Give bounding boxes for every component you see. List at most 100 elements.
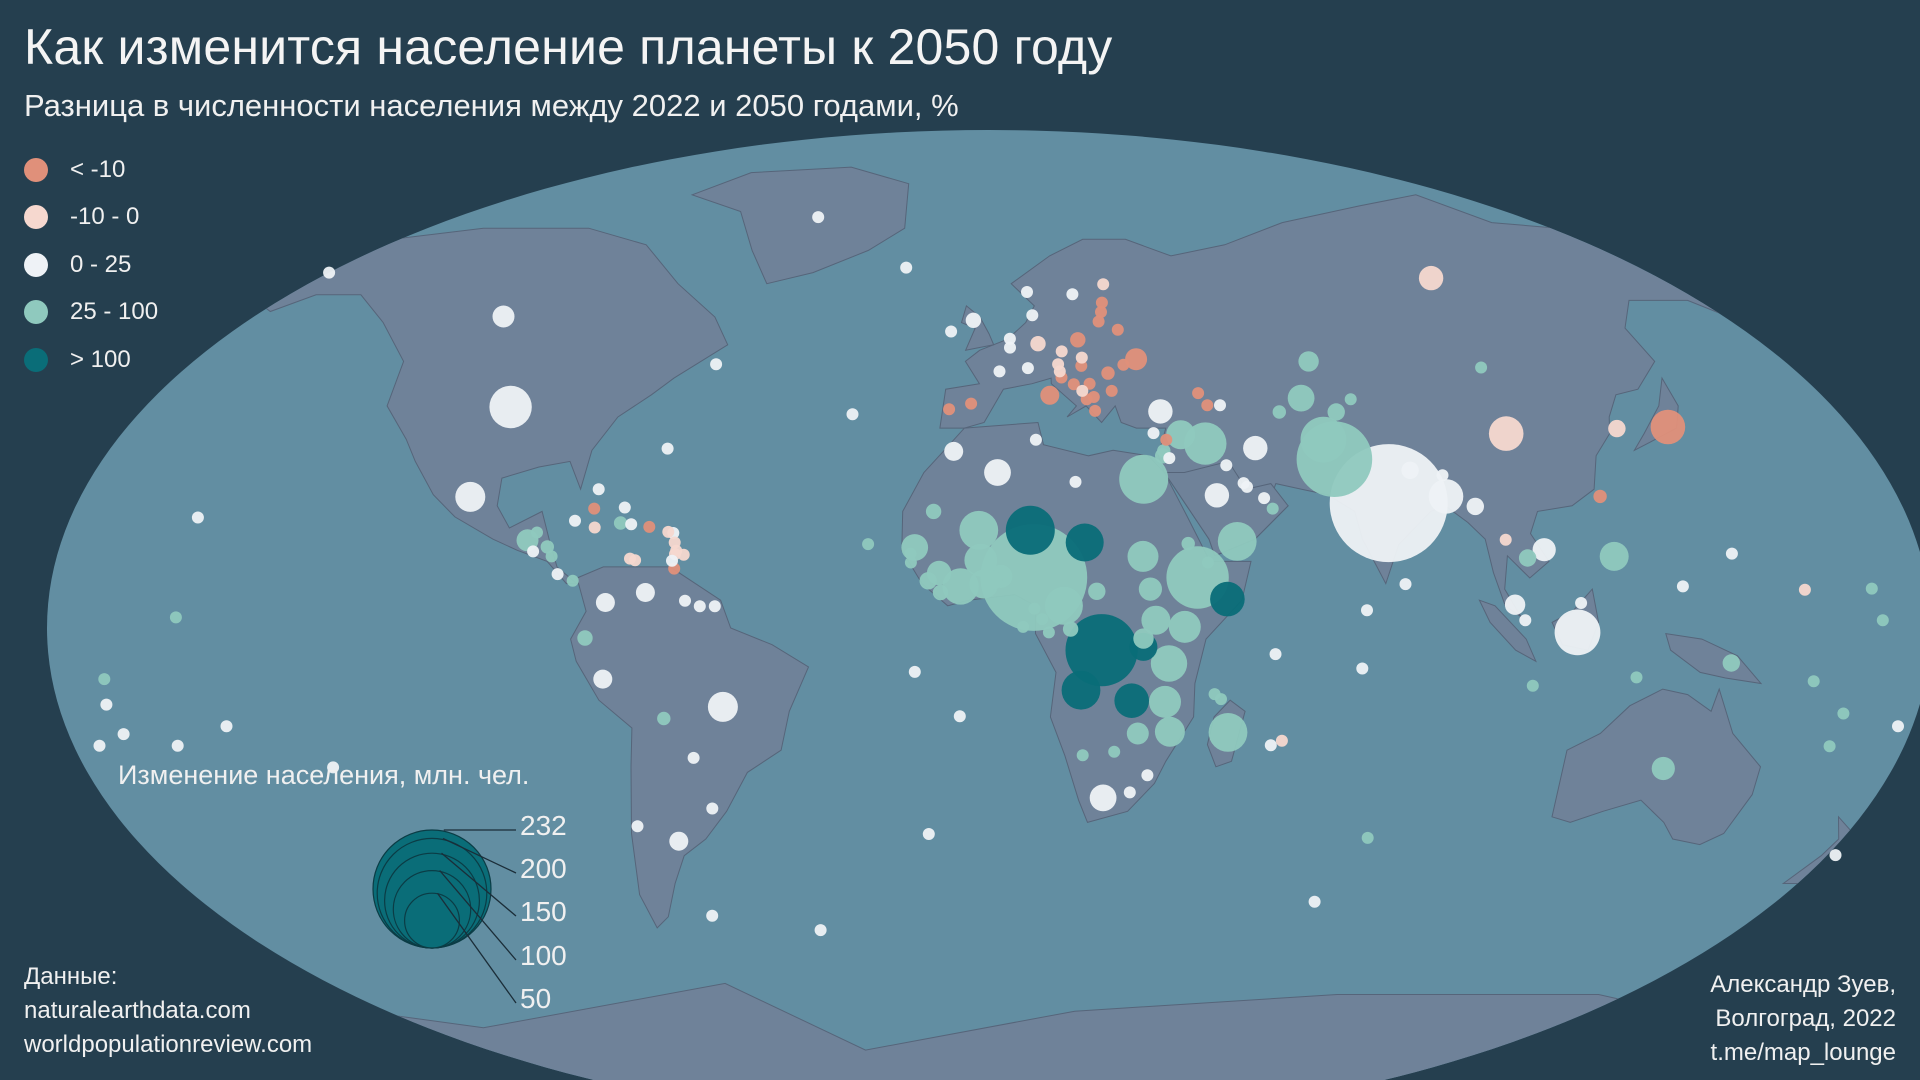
country-point (1519, 614, 1532, 627)
country-point (1181, 536, 1195, 551)
size-legend-label: 100 (520, 940, 567, 971)
country-point (1076, 749, 1089, 762)
source-link[interactable]: worldpopulationreview.com (24, 1031, 313, 1058)
country-point (1215, 693, 1227, 706)
country-point (1138, 577, 1162, 601)
country-point (965, 312, 982, 328)
country-point (1798, 583, 1811, 596)
country-point (1722, 654, 1741, 672)
legend-swatch-minus10-0 (24, 205, 48, 230)
country-point (1258, 492, 1271, 505)
country-point (1147, 427, 1160, 440)
country-point (1028, 602, 1041, 615)
legend-label: 0 - 25 (70, 250, 132, 278)
country-point (93, 739, 106, 752)
map-subtitle: Разница в численности населения между 20… (24, 88, 959, 123)
country-point (545, 550, 558, 563)
country-point (1108, 745, 1121, 758)
country-point (666, 554, 678, 567)
country-point (588, 502, 601, 515)
land-north-america (248, 227, 729, 585)
legend-swatch-25-100 (24, 300, 48, 325)
country-point (1066, 288, 1079, 301)
size-legend-label: 150 (520, 896, 567, 927)
country-point (1418, 265, 1444, 291)
country-point (1356, 662, 1369, 675)
country-point (631, 820, 644, 833)
country-point (1030, 336, 1046, 352)
country-point (1865, 582, 1878, 595)
size-legend-leader (439, 870, 517, 961)
country-point (668, 536, 681, 549)
country-point (1089, 784, 1117, 812)
country-point (1075, 351, 1088, 364)
country-point (1095, 306, 1107, 318)
country-point (171, 739, 184, 752)
author-channel-link[interactable]: t.me/map_lounge (1710, 1039, 1896, 1066)
size-legend-circle (404, 892, 461, 949)
legend-swatch-0-25 (24, 252, 48, 277)
country-point (900, 261, 913, 274)
country-point (1042, 626, 1055, 639)
country-point (706, 909, 719, 922)
country-point (1154, 716, 1185, 747)
country-point (1876, 614, 1889, 627)
country-point (1076, 384, 1089, 397)
country-point (1114, 683, 1149, 718)
country-point (1089, 404, 1102, 417)
country-point (984, 459, 1011, 486)
country-point (1554, 609, 1601, 656)
sources-heading: Данные: (24, 963, 118, 990)
country-point (98, 673, 111, 686)
country-point (1428, 479, 1464, 514)
source-link[interactable]: naturalearthdata.com (24, 997, 251, 1024)
size-legend-label: 232 (520, 810, 567, 841)
color-legend: < -10 -10 - 0 0 - 25 25 - 100 > 100 (24, 146, 158, 384)
country-point (943, 403, 956, 416)
country-point (1298, 351, 1319, 372)
country-point (1599, 541, 1629, 571)
country-point (1823, 740, 1836, 753)
country-point (707, 691, 738, 722)
country-point (100, 698, 113, 711)
country-point (1272, 405, 1287, 419)
country-point (492, 305, 515, 328)
country-point (1126, 722, 1149, 745)
country-point (1044, 586, 1083, 625)
country-point (846, 408, 859, 421)
country-point (1488, 416, 1524, 451)
country-point (1308, 895, 1321, 908)
land-south-america (570, 566, 810, 929)
country-point (1141, 769, 1154, 782)
country-point (1401, 461, 1419, 479)
map-title: Как изменится население планеты к 2050 г… (24, 19, 1113, 75)
country-point (1214, 399, 1226, 412)
country-point (965, 397, 978, 410)
legend-item: < -10 (24, 146, 158, 194)
country-point (613, 516, 628, 530)
legend-item: 0 - 25 (24, 241, 158, 289)
country-point (1201, 399, 1214, 412)
country-point (117, 728, 130, 741)
size-legend-leader (442, 837, 517, 874)
country-point (643, 520, 656, 533)
country-point (1264, 739, 1277, 752)
data-sources: Данные: naturalearthdata.com worldpopula… (24, 960, 312, 1062)
country-point (1499, 533, 1512, 546)
land-eurasia (939, 194, 1782, 618)
land-antarctica (200, 982, 1749, 1080)
country-point (661, 442, 674, 455)
country-point (1650, 409, 1686, 445)
country-points (93, 211, 1904, 937)
country-point (1005, 505, 1055, 555)
legend-label: 25 - 100 (70, 298, 159, 326)
country-point (959, 510, 999, 550)
country-point (577, 630, 593, 646)
country-point (169, 611, 182, 624)
country-point (1061, 670, 1101, 710)
country-point (1208, 713, 1248, 752)
country-point (922, 828, 935, 840)
country-point (1111, 323, 1124, 336)
country-point (1829, 849, 1842, 862)
